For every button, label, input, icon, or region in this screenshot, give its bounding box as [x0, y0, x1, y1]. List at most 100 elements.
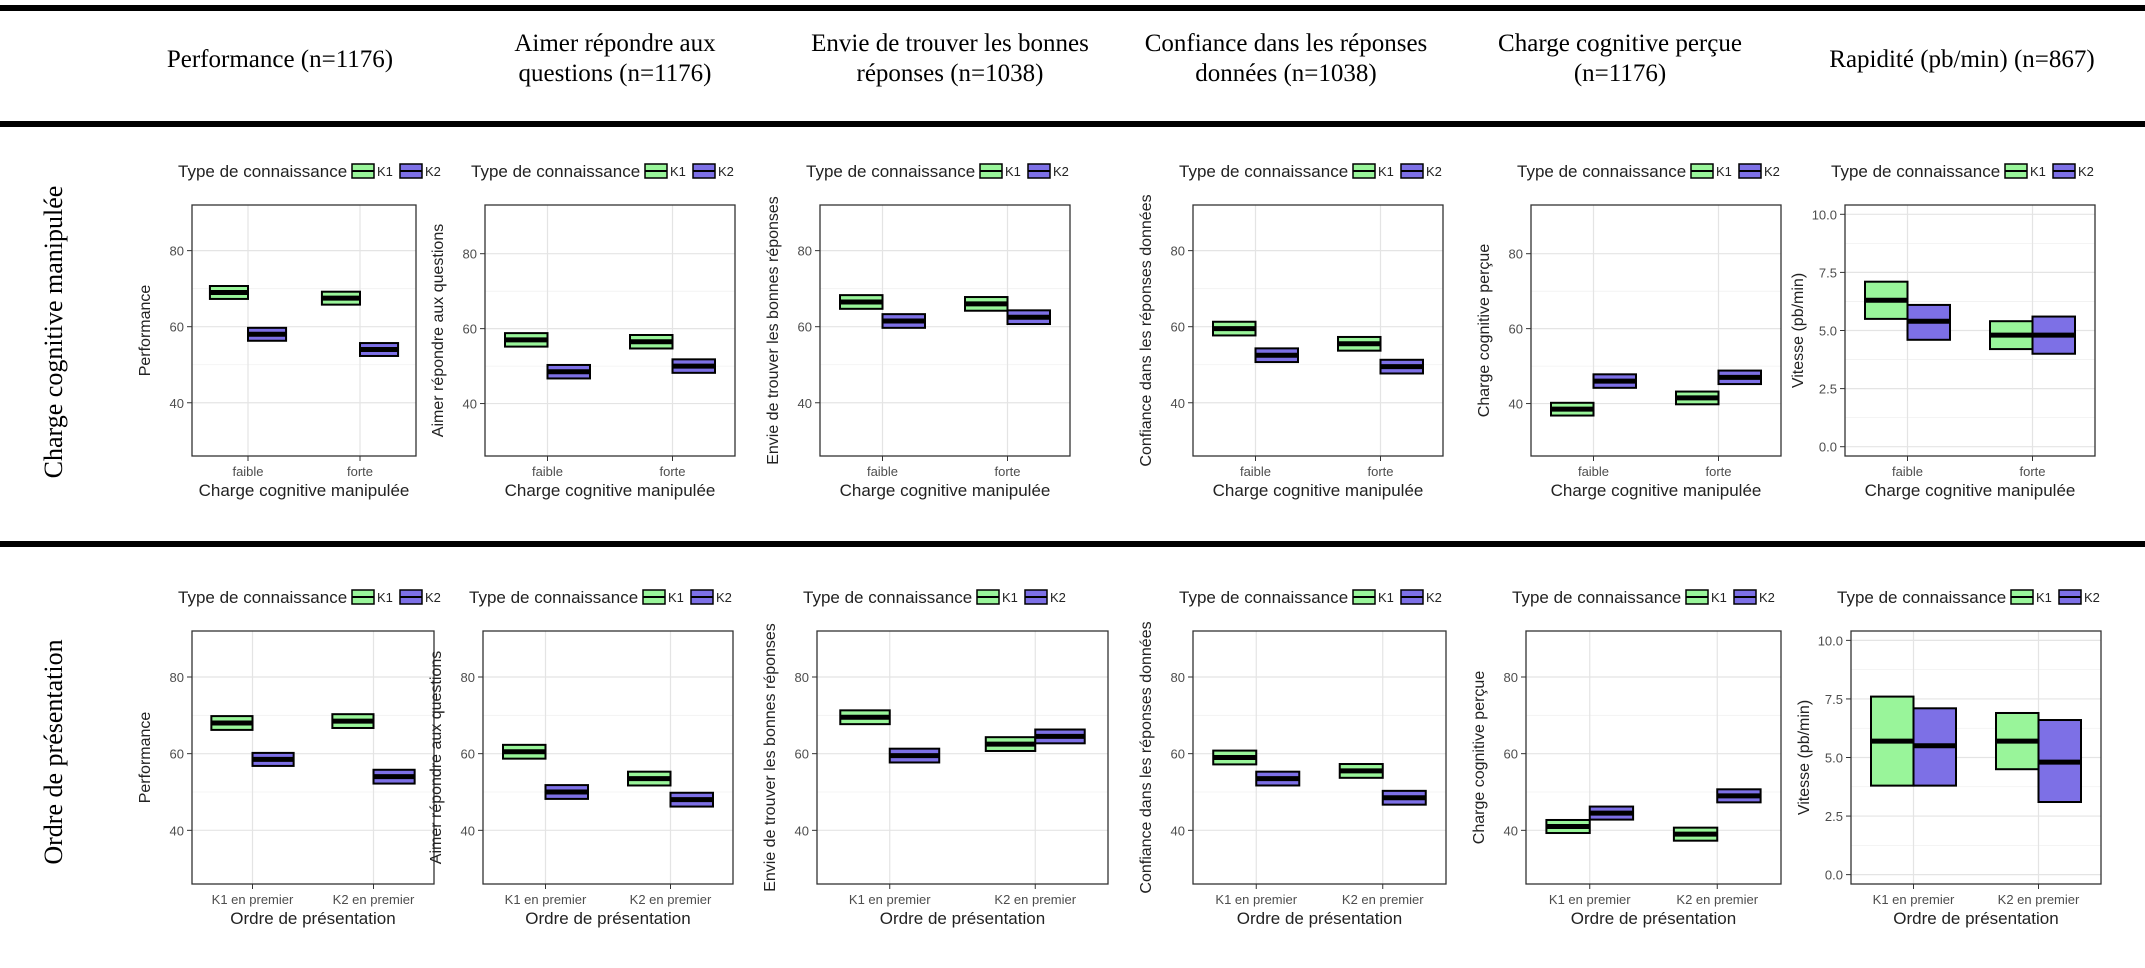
y-tick-label: 80 — [1171, 244, 1185, 259]
column-header: Performance (n=1176) — [167, 46, 393, 73]
y-tick-label: 80 — [798, 244, 812, 259]
panel-border — [819, 204, 1071, 457]
legend-label: K2 — [1764, 164, 1780, 179]
y-tick-label: 2.5 — [1819, 382, 1837, 397]
x-tick-label: K1 en premier — [505, 892, 587, 907]
x-tick-label: faible — [532, 464, 563, 479]
legend: Type de connaissance K1 K2 — [178, 588, 441, 607]
legend-label: K1 — [1711, 590, 1727, 605]
y-tick-label: 40 — [463, 397, 477, 412]
legend-label: K1 — [1378, 164, 1394, 179]
legend-label: K2 — [1426, 590, 1442, 605]
x-axis-title: Charge cognitive manipulée — [199, 481, 410, 500]
y-tick-label: 40 — [170, 396, 184, 411]
legend-label: K1 — [377, 590, 393, 605]
legend-label: K2 — [1050, 590, 1066, 605]
panel-border — [482, 630, 734, 885]
panel-border — [1530, 204, 1782, 457]
legend-title: Type de connaissance — [178, 588, 347, 607]
x-tick-label: faible — [1892, 464, 1923, 479]
y-axis-title: Performance — [137, 712, 154, 804]
x-axis-title: Ordre de présentation — [1893, 909, 2058, 928]
y-tick-label: 80 — [1171, 670, 1185, 685]
chart-panel: Type de connaissance K1 K2 40 60 80 faible fort… — [430, 162, 736, 500]
x-tick-label: K1 en premier — [1215, 892, 1297, 907]
x-tick-label: K1 en premier — [1549, 892, 1631, 907]
legend-label: K1 — [1378, 590, 1394, 605]
legend-label: K1 — [670, 164, 686, 179]
chart-panel: Type de connaissance K1 K2 0.0 2.5 5.0 7.5 10.0… — [1790, 162, 2096, 500]
x-axis-title: Charge cognitive manipulée — [505, 481, 716, 500]
x-axis-title: Ordre de présentation — [1571, 909, 1736, 928]
y-tick-label: 5.0 — [1825, 751, 1843, 766]
y-tick-label: 60 — [170, 320, 184, 335]
y-tick-label: 40 — [798, 396, 812, 411]
y-tick-label: 60 — [1171, 320, 1185, 335]
chart-panel: Type de connaissance K1 K2 40 60 80 K1 en prem… — [137, 588, 441, 928]
x-tick-label: faible — [232, 464, 263, 479]
y-tick-label: 60 — [461, 747, 475, 762]
y-tick-label: 80 — [461, 670, 475, 685]
legend-label: K1 — [1716, 164, 1732, 179]
legend-label: K1 — [1002, 590, 1018, 605]
x-tick-label: K1 en premier — [849, 892, 931, 907]
legend: Type de connaissance K1 K2 — [1831, 162, 2094, 181]
panel-border — [816, 630, 1109, 885]
x-tick-label: K1 en premier — [1873, 892, 1955, 907]
legend-title: Type de connaissance — [1179, 162, 1348, 181]
chart-panel: Type de connaissance K1 K2 40 60 80 faible fort… — [137, 162, 441, 500]
x-axis-title: Charge cognitive manipulée — [840, 481, 1051, 500]
y-tick-label: 10.0 — [1818, 633, 1843, 648]
y-tick-label: 40 — [1171, 823, 1185, 838]
chart-panel: Type de connaissance K1 K2 40 60 80 K1 en prem… — [762, 588, 1109, 928]
panel-border — [191, 204, 417, 457]
y-axis-title: Vitesse (pb/min) — [1790, 273, 1807, 388]
legend-title: Type de connaissance — [1837, 588, 2006, 607]
legend-label: K2 — [1053, 164, 1069, 179]
row-header: Ordre de présentation — [39, 639, 68, 864]
x-axis-title: Ordre de présentation — [1237, 909, 1402, 928]
rule-header — [0, 121, 2145, 127]
x-tick-label: forte — [1705, 464, 1731, 479]
legend-title: Type de connaissance — [1179, 588, 1348, 607]
y-tick-label: 0.0 — [1819, 440, 1837, 455]
chart-panel: Type de connaissance K1 K2 40 60 80 faible fort… — [1476, 162, 1782, 500]
y-tick-label: 40 — [795, 823, 809, 838]
y-tick-label: 60 — [1509, 322, 1523, 337]
y-axis-title: Aimer répondre aux questions — [428, 651, 445, 864]
y-tick-label: 40 — [1509, 397, 1523, 412]
panel-border — [1525, 630, 1782, 885]
legend: Type de connaissance K1 K2 — [1179, 162, 1442, 181]
x-tick-label: K1 en premier — [212, 892, 294, 907]
legend-label: K1 — [377, 164, 393, 179]
row-header: Charge cognitive manipulée — [39, 186, 68, 479]
x-axis-title: Ordre de présentation — [880, 909, 1045, 928]
y-axis-title: Confiance dans les réponses données — [1138, 621, 1155, 893]
y-tick-label: 10.0 — [1812, 207, 1837, 222]
y-axis-title: Charge cognitive perçue — [1476, 244, 1493, 418]
y-tick-label: 60 — [1171, 747, 1185, 762]
x-axis-title: Charge cognitive manipulée — [1213, 481, 1424, 500]
legend: Type de connaissance K1 K2 — [469, 588, 732, 607]
y-tick-label: 40 — [1171, 396, 1185, 411]
y-tick-label: 80 — [1504, 670, 1518, 685]
legend-label: K2 — [718, 164, 734, 179]
legend-title: Type de connaissance — [178, 162, 347, 181]
chart-panel: Type de connaissance K1 K2 0.0 2.5 5.0 7.5 10.0… — [1796, 588, 2102, 928]
legend: Type de connaissance K1 K2 — [471, 162, 734, 181]
legend-label: K2 — [2084, 590, 2100, 605]
y-tick-label: 80 — [463, 247, 477, 262]
panel-border — [1192, 630, 1447, 885]
y-tick-label: 80 — [795, 670, 809, 685]
y-axis-title: Charge cognitive perçue — [1471, 671, 1488, 845]
y-axis-title: Performance — [137, 285, 154, 377]
y-tick-label: 60 — [463, 322, 477, 337]
legend-label: K2 — [1759, 590, 1775, 605]
x-tick-label: K2 en premier — [1342, 892, 1424, 907]
rule-middle — [0, 541, 2145, 547]
y-tick-label: 60 — [1504, 747, 1518, 762]
legend-title: Type de connaissance — [803, 588, 972, 607]
y-tick-label: 80 — [1509, 247, 1523, 262]
legend-title: Type de connaissance — [469, 588, 638, 607]
legend-title: Type de connaissance — [1831, 162, 2000, 181]
